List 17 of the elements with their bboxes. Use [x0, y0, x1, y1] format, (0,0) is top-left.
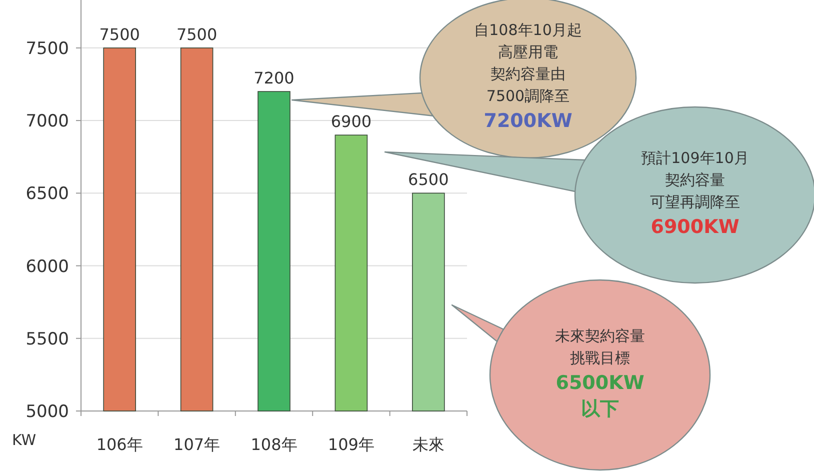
x-tick-label: 未來 [412, 435, 444, 454]
data-label: 6500 [408, 170, 449, 190]
y-tick-label: 5500 [26, 329, 69, 350]
x-tick-label: 107年 [174, 435, 220, 454]
x-tick-label: 109年 [328, 435, 374, 454]
data-label: 6900 [330, 112, 372, 132]
data-label: 7200 [254, 68, 294, 88]
y-tick-label: 7500 [26, 38, 69, 59]
data-label: 7500 [176, 24, 218, 44]
x-tick-label: 106年 [96, 435, 143, 454]
data-label: 7500 [99, 24, 140, 44]
y-tick-label: 6500 [26, 184, 69, 204]
x-tick-label: 108年 [250, 435, 298, 454]
y-tick-label: 7000 [26, 112, 69, 132]
y-tick-label: 5000 [26, 402, 69, 422]
y-axis-title: KW [12, 431, 36, 449]
y-tick-label: 6000 [26, 256, 69, 277]
